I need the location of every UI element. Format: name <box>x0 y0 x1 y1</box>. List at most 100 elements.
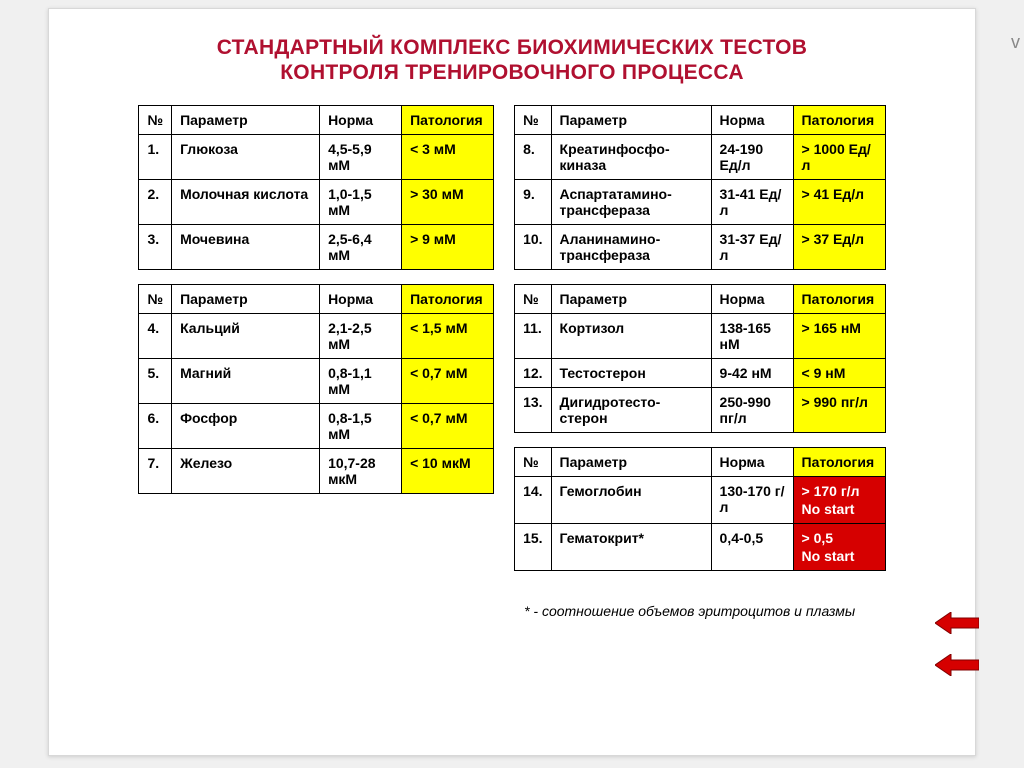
data-table: №ПараметрНормаПатология11.Кортизол138-16… <box>514 284 885 433</box>
cell-param: Креатинфосфо-киназа <box>551 135 711 180</box>
table-row: 9.Аспартатамино-трансфераза31-41 Ед/л> 4… <box>515 180 885 225</box>
cell-path: > 165 нМ <box>793 314 885 359</box>
cell-num: 13. <box>515 388 551 433</box>
col-header-path: Патология <box>793 448 885 477</box>
pathology-value: > 170 г/л <box>802 483 860 499</box>
cell-path: > 170 г/л No start <box>793 477 885 524</box>
col-header-norm: Норма <box>711 106 793 135</box>
cell-num: 14. <box>515 477 551 524</box>
cell-norm: 31-41 Ед/л <box>711 180 793 225</box>
col-header-path: Патология <box>793 106 885 135</box>
cell-path: < 10 мкМ <box>402 449 494 494</box>
table-row: 14.Гемоглобин130-170 г/л > 170 г/л No star… <box>515 477 885 524</box>
cell-param: Железо <box>172 449 320 494</box>
data-table: №ПараметрНормаПатология8.Креатинфосфо-ки… <box>514 105 885 270</box>
table-row: 12.Тестостерон9-42 нМ< 9 нМ <box>515 359 885 388</box>
pathology-value: > 0,5 <box>802 530 834 546</box>
cell-num: 2. <box>139 180 172 225</box>
col-header-param: Параметр <box>551 106 711 135</box>
no-start-label: No start <box>802 548 877 564</box>
cell-param: Кальций <box>172 314 320 359</box>
cell-num: 8. <box>515 135 551 180</box>
table-header-row: №ПараметрНормаПатология <box>515 448 885 477</box>
edge-letter: v <box>1011 32 1020 53</box>
col-header-param: Параметр <box>172 285 320 314</box>
col-header-norm: Норма <box>320 285 402 314</box>
cell-path: > 9 мМ <box>402 225 494 270</box>
col-header-norm: Норма <box>711 448 793 477</box>
col-header-path: Патология <box>402 285 494 314</box>
cell-num: 11. <box>515 314 551 359</box>
col-header-param: Параметр <box>172 106 320 135</box>
data-table: №ПараметрНормаПатология1.Глюкоза4,5-5,9 … <box>138 105 494 270</box>
cell-path: > 37 Ед/л <box>793 225 885 270</box>
cell-norm: 0,8-1,1 мМ <box>320 359 402 404</box>
cell-norm: 2,1-2,5 мМ <box>320 314 402 359</box>
col-header-num: № <box>515 285 551 314</box>
title-line-2: КОНТРОЛЯ ТРЕНИРОВОЧНОГО ПРОЦЕССА <box>280 61 744 84</box>
col-header-num: № <box>515 448 551 477</box>
col-header-num: № <box>515 106 551 135</box>
table-row: 4.Кальций2,1-2,5 мМ< 1,5 мМ <box>139 314 494 359</box>
col-header-num: № <box>139 106 172 135</box>
cell-norm: 10,7-28 мкМ <box>320 449 402 494</box>
cell-param: Магний <box>172 359 320 404</box>
no-start-label: No start <box>802 501 877 517</box>
cell-norm: 24-190 Ед/л <box>711 135 793 180</box>
data-table: №ПараметрНормаПатология14.Гемоглобин130-… <box>514 447 885 571</box>
cell-path: > 1000 Ед/л <box>793 135 885 180</box>
col-header-path: Патология <box>793 285 885 314</box>
col-header-path: Патология <box>402 106 494 135</box>
col-header-norm: Норма <box>711 285 793 314</box>
col-header-num: № <box>139 285 172 314</box>
col-header-param: Параметр <box>551 448 711 477</box>
cell-param: Аспартатамино-трансфераза <box>551 180 711 225</box>
footnote: * - соотношение объемов эритроцитов и пл… <box>524 603 885 619</box>
cell-param: Фосфор <box>172 404 320 449</box>
cell-num: 12. <box>515 359 551 388</box>
cell-param: Аланинамино-трансфераза <box>551 225 711 270</box>
col-header-norm: Норма <box>320 106 402 135</box>
table-row: 3.Мочевина2,5-6,4 мМ> 9 мМ <box>139 225 494 270</box>
table-row: 7.Железо10,7-28 мкМ< 10 мкМ <box>139 449 494 494</box>
cell-num: 9. <box>515 180 551 225</box>
cell-norm: 138-165 нМ <box>711 314 793 359</box>
cell-param: Гемоглобин <box>551 477 711 524</box>
table-row: 8.Креатинфосфо-киназа24-190 Ед/л> 1000 Е… <box>515 135 885 180</box>
table-row: 10.Аланинамино-трансфераза31-37 Ед/л> 37… <box>515 225 885 270</box>
page-card: СТАНДАРТНЫЙ КОМПЛЕКС БИОХИМИЧЕСКИХ ТЕСТО… <box>48 8 976 756</box>
cell-path: > 30 мМ <box>402 180 494 225</box>
cell-norm: 130-170 г/л <box>711 477 793 524</box>
cell-num: 4. <box>139 314 172 359</box>
cell-num: 5. <box>139 359 172 404</box>
pointer-arrow-icon <box>935 654 979 676</box>
cell-param: Дигидротесто-стерон <box>551 388 711 433</box>
table-row: 15.Гематокрит*0,4-0,5> 0,5No start <box>515 524 885 571</box>
cell-path: < 9 нМ <box>793 359 885 388</box>
cell-param: Кортизол <box>551 314 711 359</box>
right-column: №ПараметрНормаПатология8.Креатинфосфо-ки… <box>514 105 885 619</box>
cell-path: < 0,7 мМ <box>402 359 494 404</box>
table-row: 6.Фосфор0,8-1,5 мМ< 0,7 мМ <box>139 404 494 449</box>
columns-wrapper: №ПараметрНормаПатология1.Глюкоза4,5-5,9 … <box>69 105 955 619</box>
table-row: 13.Дигидротесто-стерон250-990 пг/л> 990 … <box>515 388 885 433</box>
cell-norm: 0,8-1,5 мМ <box>320 404 402 449</box>
cell-norm: 250-990 пг/л <box>711 388 793 433</box>
cell-path: < 3 мМ <box>402 135 494 180</box>
cell-param: Тестостерон <box>551 359 711 388</box>
table-header-row: №ПараметрНормаПатология <box>139 106 494 135</box>
table-row: 5.Магний0,8-1,1 мМ< 0,7 мМ <box>139 359 494 404</box>
cell-param: Гематокрит* <box>551 524 711 571</box>
cell-path: < 0,7 мМ <box>402 404 494 449</box>
cell-norm: 1,0-1,5 мМ <box>320 180 402 225</box>
cell-path: < 1,5 мМ <box>402 314 494 359</box>
cell-num: 10. <box>515 225 551 270</box>
col-header-param: Параметр <box>551 285 711 314</box>
table-row: 11.Кортизол138-165 нМ> 165 нМ <box>515 314 885 359</box>
cell-norm: 4,5-5,9 мМ <box>320 135 402 180</box>
pointer-arrow-icon <box>935 612 979 634</box>
table-header-row: №ПараметрНормаПатология <box>515 106 885 135</box>
cell-path: > 0,5 No start <box>793 524 885 571</box>
cell-num: 7. <box>139 449 172 494</box>
data-table: №ПараметрНормаПатология4.Кальций2,1-2,5 … <box>138 284 494 494</box>
